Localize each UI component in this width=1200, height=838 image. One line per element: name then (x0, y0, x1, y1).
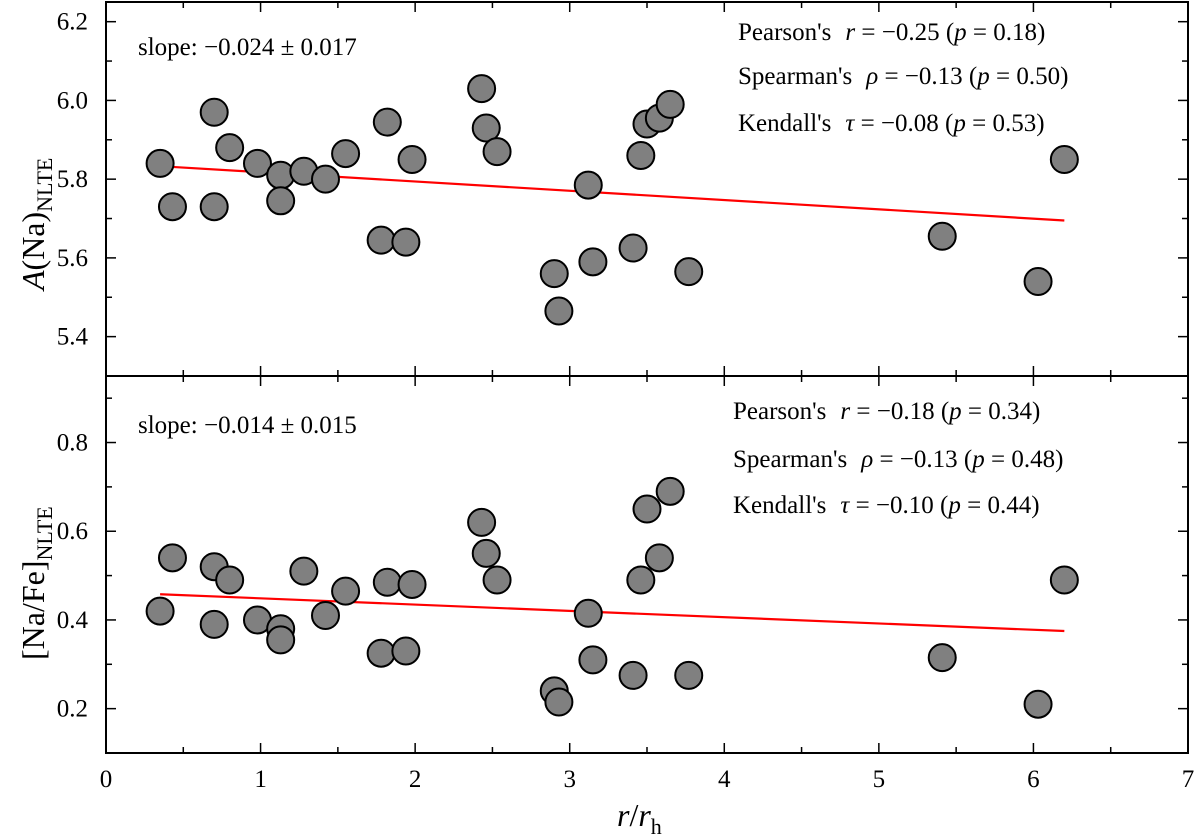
data-point (266, 186, 296, 216)
bottom-stat-pearson: Pearson's r = −0.18 (p = 0.34) (733, 398, 1040, 425)
data-point (372, 567, 402, 597)
y-tick-label: 5.4 (57, 324, 89, 351)
data-point (157, 192, 187, 222)
y-tick-label: 5.6 (57, 245, 88, 272)
x-tick-label: 6 (1027, 766, 1040, 793)
data-point (366, 638, 396, 668)
data-point (266, 625, 296, 655)
data-point (242, 148, 272, 178)
bottom-y-axis-title: [Na/Fe]NLTE (15, 506, 57, 660)
data-point (573, 598, 603, 628)
x-tick-label: 0 (100, 766, 113, 793)
bottom-y-tick-labels: 0.2 0.4 0.6 0.8 (57, 430, 89, 723)
data-point (310, 601, 340, 631)
y-tick-label: 6.0 (57, 87, 88, 114)
x-tick-label: 1 (254, 766, 267, 793)
data-point (372, 107, 402, 137)
y-tick-label: 0.8 (57, 430, 88, 457)
data-point (467, 507, 497, 537)
data-point (331, 139, 361, 169)
data-point (539, 259, 569, 289)
top-y-axis-title: A(Na)NLTE (15, 158, 57, 292)
data-point (674, 660, 704, 690)
data-point (573, 170, 603, 200)
top-stat-kendall: Kendall's τ = −0.08 (p = 0.53) (738, 110, 1045, 137)
x-axis-title: r/rh (617, 797, 662, 838)
data-point (471, 538, 501, 568)
data-point (632, 494, 662, 524)
top-ticks (105, 2, 1189, 377)
data-point (655, 476, 685, 506)
data-point (626, 141, 656, 171)
data-point (471, 113, 501, 143)
data-point (145, 596, 175, 626)
data-point (199, 192, 229, 222)
data-point (215, 565, 245, 595)
x-tick-label: 5 (873, 766, 886, 793)
data-point (544, 687, 574, 717)
data-point (215, 133, 245, 163)
data-point (482, 565, 512, 595)
data-point (626, 565, 656, 595)
data-point (578, 645, 608, 675)
y-tick-label: 0.2 (57, 696, 88, 723)
data-point (618, 233, 648, 263)
data-point (310, 164, 340, 194)
data-point (655, 89, 685, 119)
data-point (199, 97, 229, 127)
data-point (391, 636, 421, 666)
data-point (1023, 689, 1053, 719)
top-y-tick-labels: 5.4 5.6 5.8 6.0 6.2 (57, 9, 89, 351)
data-point (1023, 267, 1053, 297)
data-point (397, 144, 427, 174)
top-panel: 5.4 5.6 5.8 6.0 6.2 slope: −0.024 ± 0.017 Pe… (15, 1, 1189, 377)
top-data-points (145, 74, 1079, 326)
y-tick-label: 0.4 (57, 607, 89, 634)
bottom-data-points (145, 476, 1079, 719)
data-point (618, 660, 648, 690)
x-tick-label: 3 (563, 766, 576, 793)
data-point (199, 609, 229, 639)
data-point (578, 247, 608, 277)
data-point (482, 137, 512, 167)
data-point (674, 257, 704, 287)
x-tick-label: 7 (1182, 766, 1195, 793)
data-point (927, 643, 957, 673)
bottom-stat-kendall: Kendall's τ = −0.10 (p = 0.44) (733, 492, 1040, 519)
data-point (397, 569, 427, 599)
y-tick-label: 5.8 (57, 166, 88, 193)
data-point (1049, 144, 1079, 174)
data-point (1049, 565, 1079, 595)
x-tick-label: 2 (409, 766, 422, 793)
data-point (331, 576, 361, 606)
data-point (391, 227, 421, 257)
bottom-fit-line (160, 593, 1065, 633)
top-slope-label: slope: −0.024 ± 0.017 (138, 34, 357, 61)
x-tick-labels: 0 1 2 3 4 5 6 7 (100, 766, 1195, 793)
data-point (366, 225, 396, 255)
data-point (157, 543, 187, 573)
data-point (145, 148, 175, 178)
data-point (467, 74, 497, 104)
y-tick-label: 6.2 (57, 9, 88, 36)
bottom-ticks (105, 376, 1189, 754)
data-point (544, 296, 574, 326)
x-tick-label: 4 (718, 766, 731, 793)
data-point (644, 543, 674, 573)
top-stat-spearman: Spearman's ρ = −0.13 (p = 0.50) (738, 63, 1068, 90)
bottom-slope-label: slope: −0.014 ± 0.015 (138, 412, 357, 439)
bottom-stat-spearman: Spearman's ρ = −0.13 (p = 0.48) (733, 446, 1063, 473)
data-point (927, 221, 957, 251)
y-tick-label: 0.6 (57, 518, 88, 545)
top-stat-pearson: Pearson's r = −0.25 (p = 0.18) (738, 19, 1045, 46)
bottom-panel: 0.2 0.4 0.6 0.8 0 1 2 3 4 5 6 7 slope: −0.014 ± 0.… (15, 375, 1195, 838)
data-point (289, 556, 319, 586)
